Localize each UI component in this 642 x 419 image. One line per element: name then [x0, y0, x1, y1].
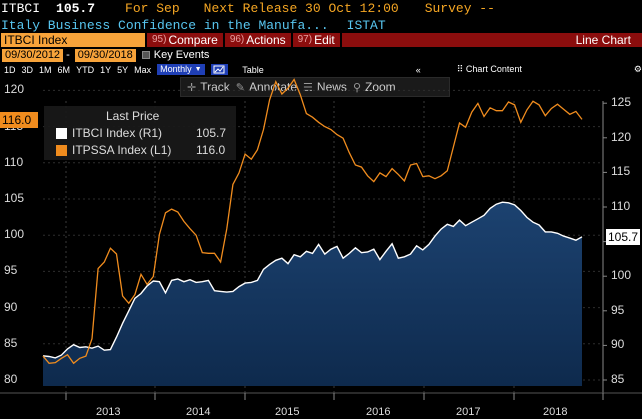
actions-shortcut: 96) [229, 34, 245, 45]
compare-shortcut: 95) [152, 34, 167, 45]
legend-label: ITPSSA Index (L1) [72, 143, 172, 157]
track-tool[interactable]: ✛ Track [187, 80, 230, 94]
edit-shortcut: 97) [297, 34, 313, 45]
legend-item-itpssa[interactable]: ITPSSA Index (L1) 116.0 [56, 143, 225, 157]
security-description: Italy Business Confidence in the Manufa.… [1, 17, 329, 33]
right-axis-tick-label: 120 [611, 129, 632, 144]
period-6m[interactable]: 6M [57, 64, 71, 75]
ticker-symbol[interactable]: ITBCI [1, 1, 41, 16]
right-axis-tick-label: 95 [611, 302, 625, 317]
period-3d[interactable]: 3D [21, 64, 34, 75]
chart-tools-bar: ✛ Track ✎ Annotate ☰ News ⚲ Zoom [180, 77, 450, 97]
itbci-series-line [42, 201, 583, 359]
period-label: For Sep [125, 1, 180, 16]
left-axis-tick-label: 85 [4, 335, 18, 350]
security-header: ITBCI 105.7 For Sep Next Release 30 Oct … [0, 0, 642, 17]
date-range-row: 09/30/2012 - 09/30/2018 Key Events [0, 48, 642, 62]
legend: Last Price ITBCI Index (R1) 105.7 ITPSSA… [44, 106, 236, 160]
left-axis-tick-label: 100 [4, 227, 25, 242]
chevron-down-icon: ▼ [194, 66, 202, 73]
x-axis-tick-label: 2014 [186, 406, 211, 418]
news-icon: ☰ [303, 81, 313, 94]
right-axis-tick-label: 100 [611, 268, 632, 283]
legend-swatch [56, 127, 67, 139]
legend-value: 105.7 [196, 126, 227, 140]
legend-label: ITBCI Index (R1) [72, 126, 163, 140]
next-release-label: Next Release 30 Oct 12:00 [203, 1, 399, 16]
edit-label: Edit [314, 33, 335, 47]
right-axis-tick-label: 90 [611, 337, 625, 352]
chart-type-label[interactable]: Line Chart [341, 33, 642, 47]
start-date-input[interactable]: 09/30/2012 [2, 48, 64, 62]
legend-item-itbci[interactable]: ITBCI Index (R1) 105.7 [56, 126, 226, 140]
chart-content-button[interactable]: ⠿ Chart Content [457, 64, 522, 75]
calendar-icon[interactable] [210, 64, 229, 75]
crosshair-icon: ✛ [187, 81, 197, 94]
security-input[interactable]: ITBCI Index [1, 33, 145, 47]
compare-button[interactable]: 95) Compare [147, 33, 223, 47]
right-axis-tick-label: 85 [611, 372, 625, 386]
compare-label: Compare [168, 33, 218, 47]
left-axis-tick-label: 120 [4, 82, 25, 97]
legend-title: Last Price [106, 109, 160, 123]
collapse-icon[interactable]: « [415, 64, 421, 75]
x-axis-tick-label: 2013 [96, 406, 121, 418]
legend-value: 116.0 [196, 143, 226, 157]
x-axis-tick-label: 2016 [366, 406, 391, 418]
left-last-value-tag: 116.0 [0, 112, 38, 128]
magnifier-icon: ⚲ [352, 81, 361, 94]
chart-content-icon: ⠿ [456, 64, 464, 74]
table-button[interactable]: Table [242, 64, 264, 75]
actions-button[interactable]: 96) Actions [224, 33, 291, 47]
period-selector: 1D 3D 1M 6M YTD 1Y 5Y Max Monthly ▼ Tabl… [0, 63, 642, 76]
right-last-value-tag: 105.7 [606, 229, 640, 245]
legend-swatch [56, 144, 67, 156]
right-axis-tick-label: 110 [611, 199, 631, 213]
key-events-checkbox-icon[interactable] [141, 51, 150, 59]
frequency-label: Monthly [160, 64, 192, 74]
left-axis-tick-label: 110 [4, 154, 24, 169]
period-5y[interactable]: 5Y [117, 64, 129, 75]
left-axis-tick-label: 105 [4, 191, 25, 205]
x-axis-tick-label: 2015 [275, 406, 300, 418]
track-label: Track [200, 80, 230, 94]
left-axis-tick-label: 95 [4, 263, 18, 278]
pencil-icon: ✎ [235, 81, 245, 94]
actions-label: Actions [246, 33, 286, 47]
itpssa-series-line [42, 78, 583, 365]
date-range-dash: - [66, 49, 70, 61]
left-axis-tick-label: 80 [4, 372, 18, 386]
x-axis-tick-label: 2018 [543, 406, 568, 418]
source-label: ISTAT [346, 17, 386, 33]
last-value: 105.7 [56, 1, 96, 16]
key-events-toggle[interactable]: Key Events [141, 49, 210, 61]
right-axis-tick-label: 115 [611, 164, 631, 179]
period-1d[interactable]: 1D [4, 64, 16, 75]
survey-label: Survey -- [424, 1, 495, 16]
gear-icon[interactable]: ⚙ [633, 64, 642, 74]
period-ytd[interactable]: YTD [76, 64, 95, 75]
security-description-row: Italy Business Confidence in the Manufa.… [0, 17, 642, 33]
end-date-input[interactable]: 09/30/2018 [74, 48, 136, 62]
key-events-label: Key Events [153, 49, 210, 61]
edit-button[interactable]: 97) Edit [292, 33, 340, 47]
right-axis-tick-label: 125 [611, 95, 632, 110]
chart-content-label: Chart Content [465, 64, 522, 74]
period-1y[interactable]: 1Y [100, 64, 112, 75]
left-axis-tick-label: 90 [4, 299, 18, 314]
period-1m[interactable]: 1M [39, 64, 52, 75]
chart-toolbar: ITBCI Index 95) Compare 96) Actions 97) … [0, 32, 642, 48]
x-axis-tick-label: 2017 [456, 406, 481, 418]
frequency-dropdown[interactable]: Monthly ▼ [157, 64, 205, 75]
itbci-area [43, 202, 582, 386]
period-max[interactable]: Max [134, 64, 152, 75]
